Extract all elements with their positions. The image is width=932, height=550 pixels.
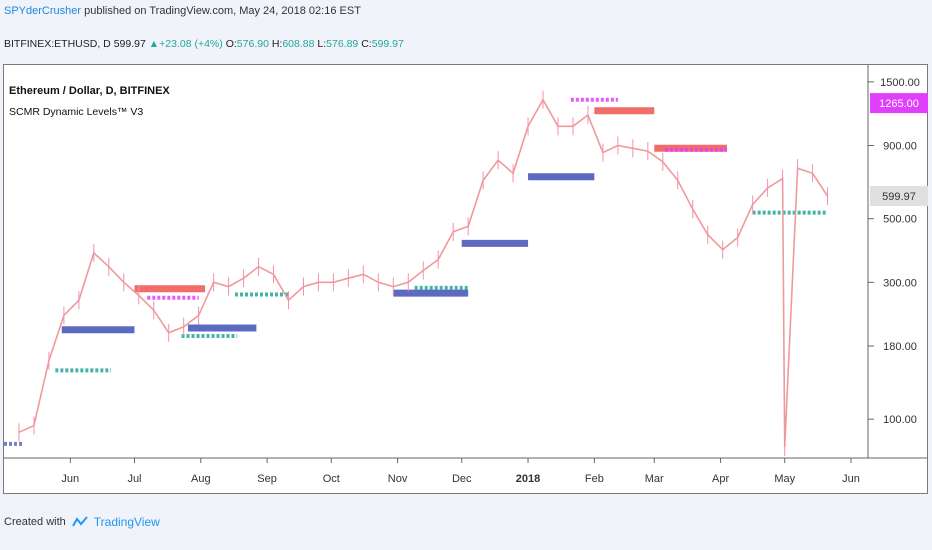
x-tick-label: Mar bbox=[645, 473, 664, 485]
price-axis[interactable]: 1500.00 900.00 500.00 300.00 180.00 100.00 126… bbox=[868, 77, 928, 426]
x-tick-label: May bbox=[774, 473, 795, 485]
triangle-up-icon: ▲ bbox=[148, 38, 160, 50]
x-tick-label: 2018 bbox=[516, 473, 540, 485]
x-tick-label: Feb bbox=[585, 473, 604, 485]
price-tag-current bbox=[870, 186, 928, 207]
dynamic-levels bbox=[4, 97, 828, 446]
open-label: O: bbox=[225, 38, 237, 50]
x-tick-label: Jun bbox=[61, 473, 79, 485]
x-tick-label: Nov bbox=[388, 473, 408, 485]
indicator-label[interactable]: SCMR Dynamic Levels™ V3 bbox=[9, 106, 144, 118]
price-tag-top-label: 1265.00 bbox=[879, 98, 919, 110]
x-tick-label: Aug bbox=[191, 473, 211, 485]
y-tick-label: 100.00 bbox=[883, 414, 917, 426]
x-tick-label: Sep bbox=[257, 473, 277, 485]
published-line: SPYderCrusher published on TradingView.c… bbox=[4, 5, 361, 17]
y-tick-label: 500.00 bbox=[883, 214, 917, 226]
chart-title: Ethereum / Dollar, D, BITFINEX bbox=[9, 85, 170, 97]
published-text: published on TradingView.com, May 24, 20… bbox=[81, 5, 361, 17]
y-tick-label: 1500.00 bbox=[880, 77, 920, 89]
x-tick-label: Jul bbox=[127, 473, 141, 485]
x-tick-label: Apr bbox=[712, 473, 729, 485]
low-label: L: bbox=[317, 38, 327, 50]
close-value: 599.97 bbox=[371, 38, 404, 50]
tradingview-logo-icon bbox=[71, 516, 88, 527]
price-tag-current-label: 599.97 bbox=[882, 191, 916, 203]
low-value: 576.89 bbox=[326, 38, 359, 50]
x-tick-label: Oct bbox=[323, 473, 340, 485]
symbol-label: BITFINEX:ETHUSD, D bbox=[4, 38, 111, 50]
high-value: 608.88 bbox=[282, 38, 315, 50]
footer: Created with TradingView bbox=[4, 515, 160, 529]
publisher-link[interactable]: SPYderCrusher bbox=[4, 5, 82, 17]
y-tick-label: 180.00 bbox=[883, 341, 917, 353]
open-value: 576.90 bbox=[236, 38, 269, 50]
price-tag-top bbox=[870, 93, 928, 114]
change-value: +23.08 (+4%) bbox=[159, 38, 223, 50]
y-tick-label: 300.00 bbox=[883, 277, 917, 289]
time-axis[interactable]: Jun Jul Aug Sep Oct Nov Dec 2018 Feb Mar Apr May Jun bbox=[61, 458, 860, 485]
created-with-label: Created with bbox=[4, 516, 66, 528]
high-label: H: bbox=[271, 38, 283, 50]
y-tick-label: 900.00 bbox=[883, 140, 917, 152]
close-label: C: bbox=[361, 38, 372, 50]
price-value: 599.97 bbox=[113, 38, 146, 50]
price-series bbox=[18, 90, 829, 456]
ohlc-line: BITFINEX:ETHUSD, D 599.97 ▲+23.08 (+4%) … bbox=[4, 38, 404, 50]
chart-panel[interactable] bbox=[3, 64, 928, 494]
x-tick-label: Jun bbox=[842, 473, 860, 485]
tradingview-brand[interactable]: TradingView bbox=[93, 515, 160, 529]
x-tick-label: Dec bbox=[452, 473, 472, 485]
price-line bbox=[18, 98, 829, 448]
